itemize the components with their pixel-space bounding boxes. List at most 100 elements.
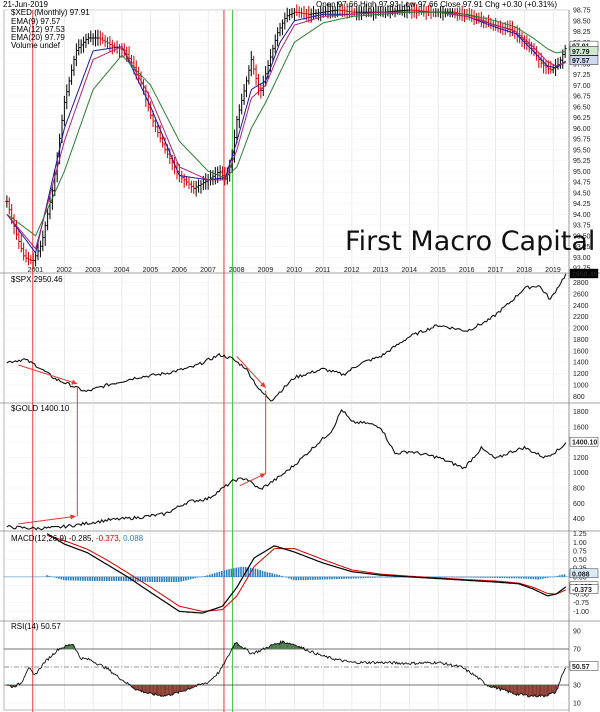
macd-histogram-bar: [266, 572, 269, 577]
macd-histogram-bar: [446, 576, 448, 578]
macd-histogram-bar: [549, 576, 551, 578]
macd-histogram-bar: [395, 576, 398, 578]
y-tick-label: 94.75: [573, 180, 591, 187]
macd-histogram-bar: [280, 575, 283, 577]
macd-histogram-bar: [55, 576, 58, 579]
x-tick-label: 2009: [258, 267, 274, 274]
macd-histogram-bar: [304, 576, 307, 581]
x-tick-label: 2008: [229, 267, 245, 274]
macd-histogram-bar: [484, 576, 487, 578]
y-tick-label: 0.50: [573, 557, 587, 564]
macd-histogram-bar: [70, 576, 72, 581]
macd-histogram-bar: [163, 576, 166, 583]
macd-histogram-bar: [96, 576, 99, 582]
gold-arrow: [18, 515, 76, 525]
gold-price-label: 1400.10: [572, 440, 597, 447]
y-tick-label: 97.25: [573, 72, 591, 79]
macd-histogram-bar: [115, 576, 118, 582]
macd-histogram-bar: [309, 576, 312, 580]
macd-histogram-bar: [204, 575, 206, 577]
macd-signal-label: -0.373: [572, 587, 592, 594]
macd-histogram-bar: [355, 576, 357, 579]
y-tick-label: 0.75: [573, 548, 587, 555]
x-tick-label: 2011: [315, 267, 330, 274]
y-tick-label: -1.00: [573, 609, 589, 616]
y-tick-label: 2200: [573, 314, 589, 321]
macd-histogram-bar: [165, 576, 168, 583]
macd-histogram-bar: [271, 573, 273, 577]
macd-histogram-bar: [379, 576, 381, 578]
macd-histogram-bar: [82, 576, 84, 581]
x-tick-label: 2002: [56, 267, 72, 274]
macd-histogram-bar: [522, 576, 525, 579]
macd-histogram-bar: [513, 576, 515, 579]
x-tick-label: 2017: [488, 267, 504, 274]
y-tick-label: 2600: [573, 291, 589, 298]
macd-histogram-bar: [563, 574, 566, 577]
macd-histogram-bar: [65, 576, 67, 581]
x-tick-label: 2013: [373, 267, 389, 274]
y-tick-label: 10: [573, 701, 581, 708]
macd-legend-hist-value: 0.088: [123, 534, 144, 543]
macd-histogram-bar: [242, 566, 245, 577]
macd-histogram-bar: [388, 576, 391, 578]
rsi-price-label-box: [569, 661, 599, 671]
macd-histogram-bar: [247, 567, 250, 577]
macd-histogram-bar: [463, 576, 465, 578]
y-tick-label: 95.75: [573, 137, 591, 144]
header-date: 21-Jun-2019: [3, 0, 48, 9]
spx-arrow: [236, 356, 267, 389]
y-tick-label: 1.00: [573, 540, 587, 547]
macd-histogram-bar: [477, 576, 480, 578]
macd-histogram-bar: [101, 576, 103, 582]
macd-histogram-bar: [343, 576, 345, 579]
macd-histogram-bar: [53, 576, 55, 578]
dxy-ema20-label: 97.79: [572, 49, 590, 56]
macd-histogram-bar: [558, 575, 561, 577]
macd-histogram-bar: [530, 576, 532, 580]
macd-histogram-bar: [173, 576, 175, 583]
macd-histogram-bar: [441, 576, 444, 578]
macd-histogram-bar: [434, 576, 436, 578]
y-tick-label: 1200: [573, 455, 589, 462]
macd-histogram-bar: [352, 576, 355, 579]
macd-histogram-bar: [158, 576, 161, 583]
x-tick-label: 2007: [200, 267, 216, 274]
x-tick-label: 2003: [85, 267, 101, 274]
y-tick-label: 95.00: [573, 169, 591, 176]
y-tick-label: 97.00: [573, 83, 591, 90]
macd-histogram-bar: [235, 567, 238, 577]
macd-histogram-bar: [393, 576, 396, 578]
y-tick-label: 93.25: [573, 244, 591, 251]
macd-histogram-bar: [185, 576, 187, 581]
ema20-line: [6, 11, 566, 237]
gold-legend: $GOLD 1400.10: [11, 404, 70, 413]
x-tick-label: 2006: [171, 267, 187, 274]
macd-histogram-bar: [336, 576, 338, 580]
macd-histogram-bar: [510, 576, 513, 579]
macd-histogram-bar: [141, 576, 144, 582]
gold-arrow-head: [259, 473, 266, 479]
macd-histogram-bar: [525, 576, 527, 579]
macd-histogram-bar: [125, 576, 127, 582]
macd-histogram-bar: [276, 574, 278, 577]
y-tick-label: 94.00: [573, 212, 591, 219]
macd-histogram-bar: [168, 576, 170, 583]
macd-histogram-bar: [259, 570, 261, 577]
x-tick-label: 2016: [459, 267, 475, 274]
macd-histogram-bar: [381, 576, 384, 578]
macd-histogram-bar: [482, 576, 484, 578]
macd-histogram-bar: [537, 576, 539, 580]
macd-histogram-bar: [132, 576, 134, 582]
macd-histogram-bar: [192, 576, 194, 579]
y-tick-label: 2800: [573, 280, 589, 287]
macd-histogram-bar: [182, 576, 185, 582]
y-tick-label: 1200: [573, 371, 589, 378]
y-tick-label: 95.25: [573, 158, 591, 165]
spx-legend: $SPX 2950.46: [11, 275, 63, 284]
macd-histogram-bar: [506, 576, 508, 579]
macd-histogram-bar: [146, 576, 149, 582]
macd-histogram-bar: [391, 576, 393, 578]
macd-histogram-bar: [518, 576, 520, 579]
y-tick-label: 96.25: [573, 115, 591, 122]
